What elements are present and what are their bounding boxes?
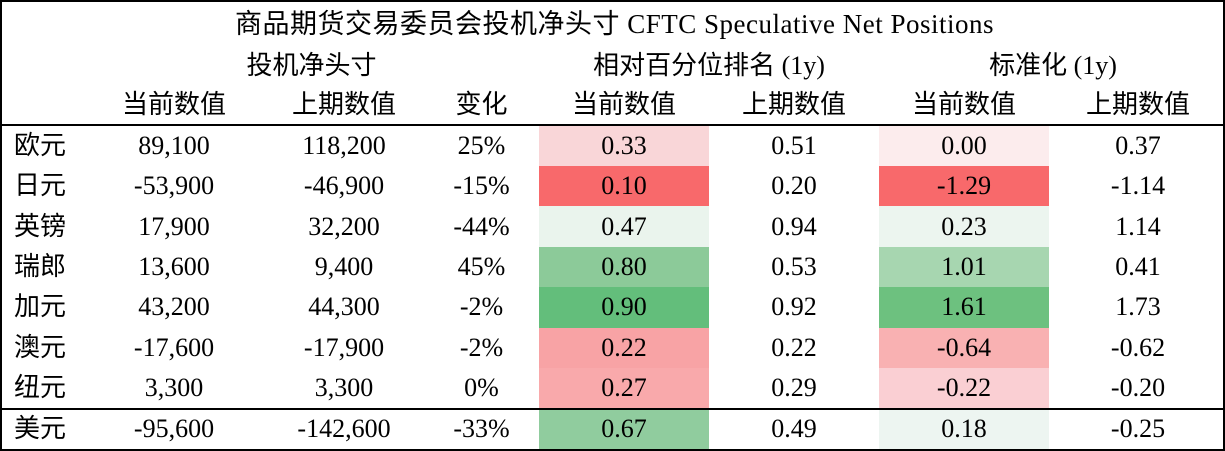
col-header-net-previous: 上期数值 — [264, 84, 424, 127]
currency-label: 欧元 — [14, 131, 67, 161]
col-header-net-current: 当前数值 — [84, 84, 264, 127]
group-header-row: 投机净头寸 相对百分位排名 (1y) 标准化 (1y) — [2, 46, 1223, 84]
net-current-cell: 13,600 — [138, 251, 210, 281]
change-cell: -15% — [453, 171, 510, 201]
net-previous-cell: 32,200 — [308, 211, 380, 241]
col-header-pct-current: 当前数值 — [539, 84, 709, 127]
net-previous-cell: 3,300 — [314, 372, 374, 402]
percentile-previous-cell: 0.20 — [771, 171, 817, 201]
table-row: 欧元 89,100 118,200 25% 0.33 0.51 0.00 0.3… — [2, 125, 1223, 166]
table-row: 澳元 -17,600 -17,900 -2% 0.22 0.22 -0.64 -… — [2, 327, 1223, 369]
group-header-percentile-rank: 相对百分位排名 (1y) — [593, 50, 825, 80]
change-cell: -2% — [459, 332, 504, 362]
normalized-previous-cell: -0.25 — [1049, 407, 1223, 449]
net-current-cell: 3,300 — [144, 372, 204, 402]
normalized-current-cell: 0.00 — [879, 125, 1049, 166]
currency-label: 澳元 — [14, 332, 67, 362]
table-row: 纽元 3,300 3,300 0% 0.27 0.29 -0.22 -0.20 — [2, 368, 1223, 409]
currency-label: 瑞郎 — [14, 251, 67, 281]
percentile-previous-cell: 0.94 — [771, 211, 817, 241]
change-cell: -33% — [424, 407, 539, 449]
currency-label: 纽元 — [14, 372, 67, 402]
table-row: 日元 -53,900 -46,900 -15% 0.10 0.20 -1.29 … — [2, 165, 1223, 207]
normalized-previous-cell: 0.41 — [1115, 251, 1161, 281]
percentile-current-cell: 0.22 — [539, 327, 709, 369]
percentile-current-cell: 0.27 — [539, 368, 709, 409]
net-current-cell: -17,600 — [133, 332, 215, 362]
normalized-previous-cell: -0.20 — [1110, 372, 1166, 402]
net-previous-cell: -46,900 — [303, 171, 385, 201]
table-row: 英镑 17,900 32,200 -44% 0.47 0.94 0.23 1.1… — [2, 206, 1223, 247]
net-current-cell: -53,900 — [133, 171, 215, 201]
change-cell: -44% — [453, 211, 510, 241]
net-previous-cell: -142,600 — [264, 407, 424, 449]
col-header-norm-previous: 上期数值 — [1049, 84, 1223, 127]
currency-label: 日元 — [14, 171, 67, 201]
percentile-current-cell: 0.33 — [539, 125, 709, 166]
col-header-pct-previous: 上期数值 — [709, 84, 879, 127]
normalized-previous-cell: -1.14 — [1110, 171, 1166, 201]
normalized-current-cell: 0.18 — [879, 407, 1049, 449]
normalized-current-cell: 1.61 — [879, 287, 1049, 328]
table-body: 欧元 89,100 118,200 25% 0.33 0.51 0.00 0.3… — [2, 125, 1223, 449]
group-header-standardized: 标准化 (1y) — [989, 50, 1117, 80]
corner-cell-2 — [2, 84, 84, 127]
col-header-change: 变化 — [424, 84, 539, 127]
net-current-cell: 17,900 — [138, 211, 210, 241]
normalized-current-cell: -1.29 — [879, 165, 1049, 207]
net-previous-cell: -17,900 — [303, 332, 385, 362]
percentile-current-cell: 0.80 — [539, 246, 709, 288]
change-cell: 45% — [457, 251, 506, 281]
normalized-previous-cell: 1.14 — [1115, 211, 1161, 241]
corner-cell — [2, 46, 84, 84]
title-row: 商品期货交易委员会投机净头寸 CFTC Speculative Net Posi… — [2, 2, 1223, 46]
normalized-current-cell: 1.01 — [879, 246, 1049, 288]
change-cell: -2% — [459, 292, 504, 322]
percentile-current-cell: 0.90 — [539, 287, 709, 328]
percentile-previous-cell: 0.49 — [709, 407, 879, 449]
page-title: 商品期货交易委员会投机净头寸 CFTC Speculative Net Posi… — [235, 8, 995, 39]
percentile-previous-cell: 0.92 — [771, 292, 817, 322]
net-current-cell: -95,600 — [84, 407, 264, 449]
percentile-previous-cell: 0.51 — [771, 131, 817, 161]
table-row: 加元 43,200 44,300 -2% 0.90 0.92 1.61 1.73 — [2, 287, 1223, 328]
group-header-net-positions: 投机净头寸 — [246, 50, 377, 80]
currency-label: 美元 — [2, 407, 84, 449]
percentile-previous-cell: 0.53 — [771, 251, 817, 281]
normalized-previous-cell: 0.37 — [1115, 131, 1161, 161]
col-header-norm-current: 当前数值 — [879, 84, 1049, 127]
normalized-previous-cell: -0.62 — [1110, 332, 1166, 362]
percentile-current-cell: 0.47 — [539, 206, 709, 247]
change-cell: 25% — [457, 131, 506, 161]
net-previous-cell: 44,300 — [308, 292, 380, 322]
normalized-current-cell: 0.23 — [879, 206, 1049, 247]
currency-label: 英镑 — [14, 211, 67, 241]
currency-label: 加元 — [14, 292, 67, 322]
net-previous-cell: 9,400 — [314, 251, 374, 281]
percentile-previous-cell: 0.22 — [771, 332, 817, 362]
net-current-cell: 89,100 — [138, 131, 210, 161]
change-cell: 0% — [464, 372, 499, 402]
normalized-current-cell: -0.64 — [879, 327, 1049, 369]
net-previous-cell: 118,200 — [302, 131, 386, 161]
percentile-current-cell: 0.10 — [539, 165, 709, 207]
net-current-cell: 43,200 — [138, 292, 210, 322]
percentile-previous-cell: 0.29 — [771, 372, 817, 402]
normalized-current-cell: -0.22 — [879, 368, 1049, 409]
table-row: 瑞郎 13,600 9,400 45% 0.80 0.53 1.01 0.41 — [2, 246, 1223, 288]
column-header-row: 当前数值 上期数值 变化 当前数值 上期数值 当前数值 上期数值 — [2, 84, 1223, 127]
table-row: 美元 -95,600 -142,600 -33% 0.67 0.49 0.18 … — [2, 407, 1223, 449]
normalized-previous-cell: 1.73 — [1115, 292, 1161, 322]
percentile-current-cell: 0.67 — [539, 407, 709, 449]
